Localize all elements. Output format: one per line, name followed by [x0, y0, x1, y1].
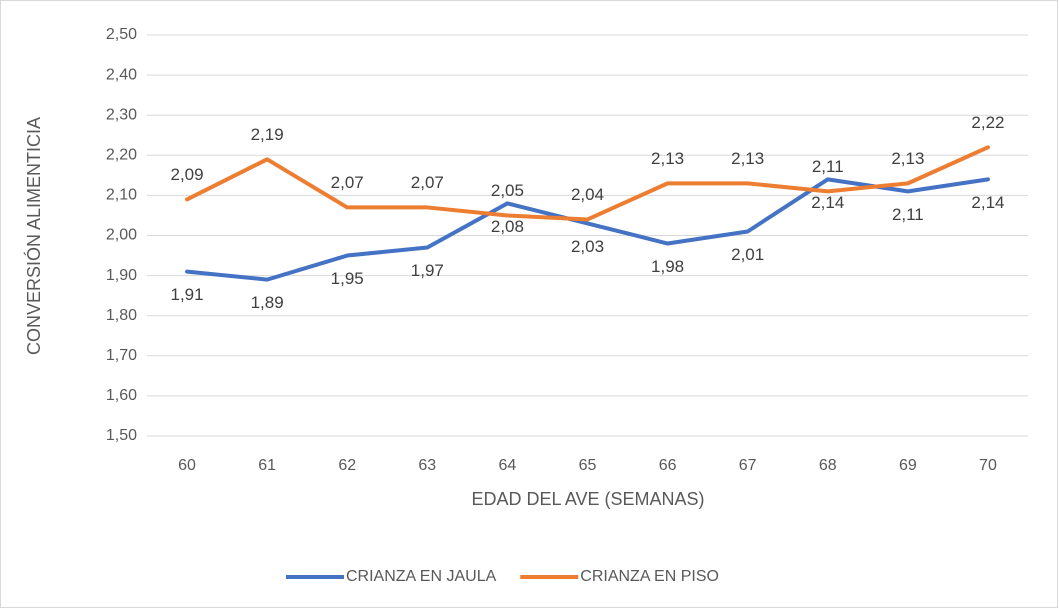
data-label: 1,89	[251, 293, 284, 312]
y-tick-label: 2,50	[106, 26, 137, 43]
data-label: 1,91	[170, 285, 203, 304]
data-label: 2,19	[251, 125, 284, 144]
x-tick-label: 62	[338, 457, 356, 474]
x-axis-title: EDAD DEL AVE (SEMANAS)	[471, 489, 704, 509]
y-tick-label: 1,90	[106, 267, 137, 284]
data-label: 2,13	[731, 149, 764, 168]
data-label: 2,13	[891, 149, 924, 168]
x-tick-label: 67	[739, 457, 757, 474]
data-label: 2,09	[170, 165, 203, 184]
data-label: 2,03	[571, 237, 604, 256]
data-label: 2,14	[971, 193, 1004, 212]
data-label: 1,98	[651, 257, 684, 276]
x-tick-label: 61	[258, 457, 276, 474]
x-tick-label: 60	[178, 457, 196, 474]
data-label: 2,11	[812, 157, 844, 176]
y-tick-label: 2,20	[106, 147, 137, 164]
x-tick-label: 63	[418, 457, 436, 474]
data-label: 2,11	[892, 205, 924, 224]
y-tick-label: 2,00	[106, 227, 137, 244]
data-label: 2,07	[411, 173, 444, 192]
x-tick-label: 70	[979, 457, 997, 474]
x-tick-label: 68	[819, 457, 837, 474]
data-label: 2,04	[571, 185, 604, 204]
legend-label: CRIANZA EN JAULA	[346, 568, 497, 585]
y-axis-title: CONVERSIÓN ALIMENTICIA	[23, 117, 44, 355]
x-tick-label: 64	[499, 457, 517, 474]
data-label: 2,08	[491, 217, 524, 236]
series-line	[185, 145, 990, 222]
y-tick-label: 1,60	[106, 387, 137, 404]
data-label: 2,22	[971, 113, 1004, 132]
data-label: 2,07	[331, 173, 364, 192]
data-label: 1,95	[331, 269, 364, 288]
data-label: 2,05	[491, 181, 524, 200]
data-label: 2,13	[651, 149, 684, 168]
series-line	[185, 177, 990, 282]
y-tick-label: 1,80	[106, 307, 137, 324]
data-label: 2,01	[731, 245, 764, 264]
y-tick-label: 1,50	[106, 427, 137, 444]
y-tick-label: 2,30	[106, 106, 137, 123]
data-label: 2,14	[811, 193, 844, 212]
y-tick-label: 2,40	[106, 66, 137, 83]
y-tick-label: 2,10	[106, 187, 137, 204]
x-tick-label: 69	[899, 457, 917, 474]
legend-label: CRIANZA EN PISO	[580, 568, 719, 585]
x-tick-label: 65	[579, 457, 597, 474]
y-tick-label: 1,70	[106, 347, 137, 364]
data-label: 1,97	[411, 261, 444, 280]
x-tick-label: 66	[659, 457, 677, 474]
